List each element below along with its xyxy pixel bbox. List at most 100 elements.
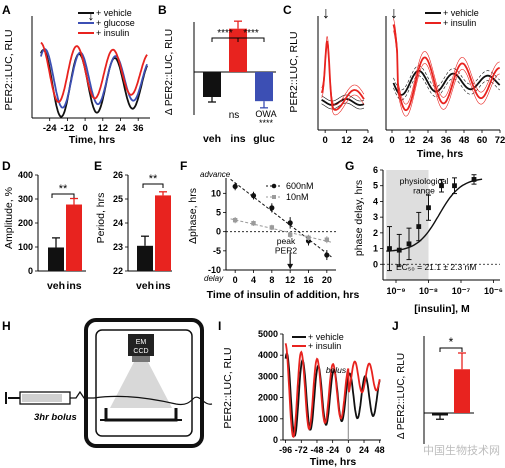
f-legend-marker-1 — [271, 183, 277, 189]
panel-f: F Δphase, hrs advance delay -10 -5 0 5 10 0 4 8… — [180, 159, 359, 301]
a-curves — [40, 41, 148, 118]
e-ylabel: Period, hrs — [95, 193, 107, 244]
a-ylabel: PER2::LUC, RLU — [3, 29, 15, 110]
j-ylabel: Δ PER2::LUC, RLU — [396, 353, 407, 439]
c-right-ins-upper — [393, 18, 500, 105]
f-point-0-3 — [287, 220, 293, 226]
e-sig-bracket — [142, 183, 164, 188]
d-ytick-label-4: 400 — [18, 170, 33, 180]
panel-label-i: I — [218, 319, 221, 333]
f-legend-1: 600nM — [286, 181, 314, 191]
i-xtick-label-2: -48 — [310, 445, 323, 455]
g-ytick-label-0: 0 — [373, 259, 378, 269]
a-legend-3: + insulin — [96, 28, 129, 38]
e-bars: 22 23 24 25 26 — [113, 170, 171, 276]
a-xtick-label-5: 36 — [133, 123, 144, 134]
h-tubing-out — [193, 396, 213, 405]
c-right-ins-lower — [393, 30, 500, 117]
panel-label-c: C — [283, 3, 292, 17]
c-right-veh-lower — [393, 75, 500, 101]
g-ytick-label-5: 5 — [373, 181, 378, 191]
f-point-1-3 — [287, 232, 293, 237]
c-legend-1: + vehicle — [443, 8, 479, 18]
a-series-1-line — [40, 49, 148, 118]
c-curves — [320, 18, 501, 117]
f-xtick-label-2: 8 — [269, 275, 274, 285]
i-veh-line — [284, 352, 381, 437]
a-arrow-icon: ↓ — [88, 7, 95, 23]
c-left-xtick-label-1: 12 — [341, 135, 352, 146]
panel-g: G phase delay, hrs 0 1 2 3 4 5 6 10⁻⁹ 10⁻⁸ 10⁻⁷ 10… — [345, 159, 503, 315]
a-xticks: -24 -12 0 12 24 36 — [43, 118, 144, 134]
g-point-6 — [452, 183, 457, 189]
i-ylabel: PER2::LUC, RLU — [222, 347, 234, 428]
panel-h: H EM CCD 3hr bolus — [2, 318, 213, 448]
d-ylabel: Amplitude, % — [3, 187, 15, 249]
h-lens-icon — [132, 356, 150, 362]
g-plot: 0 1 2 3 4 5 6 10⁻⁹ 10⁻⁸ 10⁻⁷ 10⁻⁶ — [373, 165, 503, 296]
a-xtick-label-2: 0 — [82, 123, 87, 134]
f-xtick-label-3: 12 — [285, 275, 295, 285]
f-point-0-1 — [250, 193, 257, 199]
c-right-arrow-icon: ↓ — [390, 5, 398, 22]
i-ytick-label-5: 5000 — [258, 329, 278, 339]
panel-label-a: A — [2, 3, 11, 17]
a-xtick-label-0: -24 — [43, 123, 57, 134]
j-bar-ins — [454, 369, 470, 413]
j-sig: * — [449, 335, 454, 349]
b-sig-2: **** — [243, 28, 259, 39]
f-peak-arrow-icon — [287, 263, 294, 270]
d-cat-ins: ins — [66, 280, 81, 292]
d-bars: 0 100 200 300 400 — [18, 170, 82, 276]
c-right-xtick-label-0: 0 — [389, 135, 394, 146]
e-ytick-label-0: 22 — [113, 266, 123, 276]
b-cat-gluc: gluc — [253, 133, 275, 145]
i-xlabel: Time, hrs — [310, 456, 357, 468]
h-syringe-fill — [22, 394, 62, 402]
d-ytick-label-2: 200 — [18, 218, 33, 228]
panel-label-e: E — [94, 159, 102, 173]
panel-i: I PER2::LUC, RLU 0 1000 2000 3000 4000 5000-9… — [218, 319, 385, 468]
i-plot: 0 1000 2000 3000 4000 5000 -96 -72 -48 -24 0 24 48 — [258, 329, 385, 455]
panel-a: A PER2::LUC, RLU -24 -12 0 12 24 36 Time, hrs… — [2, 3, 150, 146]
f-xtick-label-5: 20 — [322, 275, 332, 285]
i-legend-2: + insulin — [308, 341, 341, 351]
h-bolus-label: 3hr bolus — [34, 412, 77, 423]
f-point-1-5 — [324, 237, 330, 242]
f-plot: -10 -5 0 5 10 0 4 8 12 16 20 — [208, 178, 336, 285]
g-ytick-label-4: 4 — [373, 196, 378, 206]
panel-b: B Δ PER2::LUC, RLU veh ins gluc **** ***… — [158, 3, 277, 145]
g-point-0 — [387, 246, 392, 251]
c-legend-2: + insulin — [443, 18, 476, 28]
c-left-arrow-icon: ↓ — [322, 5, 330, 22]
g-physiological-shade — [386, 170, 429, 280]
a-xtick-label-3: 12 — [98, 123, 109, 134]
j-sig-bracket — [439, 347, 463, 352]
g-xtick-label-1: 10⁻⁸ — [419, 286, 438, 296]
b-sig-bracket-2 — [237, 37, 265, 42]
g-point-7 — [471, 177, 477, 182]
h-ccd-label: CCD — [133, 348, 148, 355]
g-xlabel: [insulin], M — [414, 303, 470, 315]
f-legend-marker-2 — [272, 195, 276, 199]
a-xtick-label-1: -12 — [61, 123, 75, 134]
i-xtick-label-4: 0 — [346, 445, 351, 455]
i-ins-line — [284, 343, 381, 438]
b-owa-sig: **** — [259, 118, 274, 128]
h-incubator-outer — [84, 318, 204, 448]
b-cat-ins: ins — [230, 133, 245, 145]
f-ytick-label-1: -5 — [213, 246, 221, 256]
d-sig: ** — [59, 183, 68, 195]
h-syringe-needle — [70, 390, 94, 399]
panel-label-j: J — [392, 319, 399, 333]
b-owa: OWA — [255, 109, 276, 119]
f-point-1-2 — [269, 225, 275, 230]
b-bar-gluc — [255, 72, 273, 102]
d-ytick-label-0: 0 — [28, 266, 33, 276]
e-ytick-label-1: 23 — [113, 242, 123, 252]
b-bars — [203, 20, 273, 109]
f-xtick-label-0: 0 — [233, 275, 238, 285]
f-ylabel: Δphase, hrs — [187, 188, 199, 244]
c-right-xtick-label-5: 60 — [477, 135, 488, 146]
